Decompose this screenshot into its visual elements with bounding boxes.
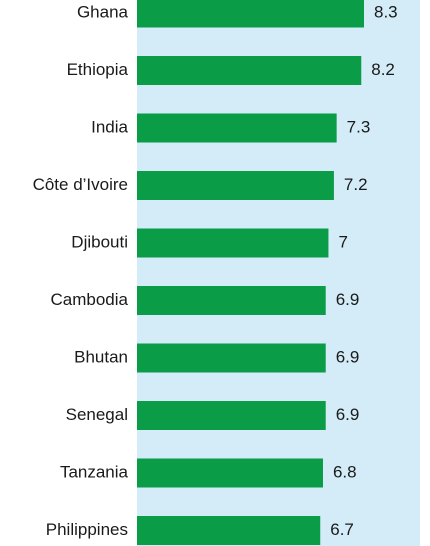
value-label-9: 6.7 [330,520,354,539]
bar-0 [137,0,364,28]
bar-5 [137,286,326,315]
category-label-3: Côte d’Ivoire [33,175,128,194]
category-label-5: Cambodia [51,290,129,309]
bars-group [137,0,364,545]
bar-9 [137,516,321,545]
bar-2 [137,113,337,143]
bar-6 [137,343,326,373]
category-label-1: Ethiopia [67,60,129,79]
category-label-4: Djibouti [71,232,128,251]
category-label-6: Bhutan [74,347,128,366]
value-label-3: 7.2 [344,175,368,194]
bar-4 [137,228,329,258]
category-label-0: Ghana [77,2,129,21]
category-label-9: Philippines [46,520,128,539]
value-label-8: 6.8 [333,462,357,481]
bar-1 [137,56,362,85]
value-label-2: 7.3 [347,117,371,136]
value-panel-background [137,0,420,546]
value-label-0: 8.3 [374,2,398,21]
value-labels-group: 8.3 8.2 7.3 7.2 7 6.9 6.9 6.9 6.8 6.7 [330,2,397,539]
bar-8 [137,458,323,488]
value-label-1: 8.2 [371,60,395,79]
bar-7 [137,401,326,430]
value-label-7: 6.9 [336,405,360,424]
value-label-5: 6.9 [336,290,360,309]
category-label-2: India [91,117,128,136]
category-labels-group: Ghana Ethiopia India Côte d’Ivoire Djibouti C… [33,2,129,539]
bar-3 [137,171,334,200]
category-label-7: Senegal [66,405,128,424]
value-label-4: 7 [338,232,347,251]
value-label-6: 6.9 [336,347,360,366]
category-label-8: Tanzania [60,462,129,481]
